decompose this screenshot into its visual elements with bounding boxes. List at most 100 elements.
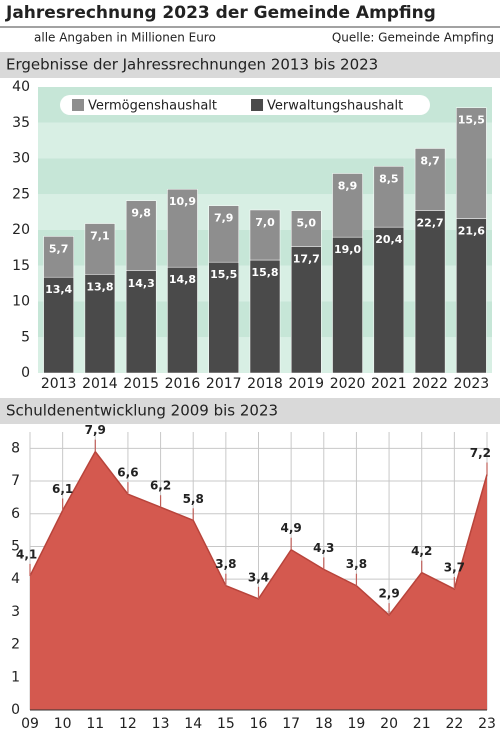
y-tick-label: 10	[12, 294, 30, 310]
data-label: 7,0	[255, 216, 275, 229]
x-tick-label: 2020	[330, 376, 366, 392]
chart-title: Ergebnisse der Jahressrechnungen 2013 bi…	[6, 56, 378, 74]
x-tick-label: 17	[282, 716, 300, 732]
bar-segment	[84, 223, 116, 275]
y-tick-label: 0	[11, 702, 20, 718]
chart-title: Schuldenentwicklung 2009 bis 2023	[6, 402, 278, 420]
data-label: 20,4	[375, 233, 402, 246]
bar-segment	[332, 236, 363, 374]
data-label: 3,8	[346, 557, 367, 571]
bar-segment	[167, 188, 198, 268]
data-label: 14,3	[128, 277, 155, 290]
legend-label: Vermögenshaushalt	[88, 99, 217, 114]
data-label: 14,8	[169, 273, 196, 286]
bar-segment	[167, 266, 198, 374]
data-label: 6,1	[52, 482, 73, 496]
data-label: 21,6	[458, 225, 485, 238]
legend-label: Verwaltungshaushalt	[267, 99, 403, 114]
x-tick-label: 11	[86, 716, 104, 732]
legend-swatch	[72, 99, 84, 111]
x-tick-label: 21	[413, 716, 431, 732]
bar-segment	[208, 261, 239, 374]
data-label: 10,9	[169, 195, 196, 208]
source: Quelle: Gemeinde Ampfing	[332, 31, 494, 45]
bar-segment	[456, 218, 487, 374]
x-tick-label: 20	[380, 716, 398, 732]
x-tick-label: 2013	[41, 376, 77, 392]
data-label: 2,9	[378, 587, 399, 601]
legend-box	[60, 95, 430, 115]
bar-segment	[332, 173, 363, 238]
data-label: 15,5	[210, 268, 237, 281]
data-label: 6,6	[117, 466, 138, 480]
y-tick-label: 30	[12, 151, 30, 167]
data-label: 9,8	[131, 207, 151, 220]
x-tick-label: 2017	[206, 376, 242, 392]
section-header	[0, 398, 500, 424]
data-label: 6,2	[150, 479, 171, 493]
bar-segment	[43, 236, 74, 278]
y-tick-label: 4	[11, 571, 20, 587]
data-label: 8,5	[379, 172, 399, 185]
bar-segment	[84, 274, 116, 374]
bar-segment	[291, 246, 322, 374]
y-tick-label: 0	[21, 365, 30, 381]
bar-segment	[373, 166, 405, 228]
x-tick-label: 22	[445, 716, 463, 732]
y-tick-label: 1	[11, 669, 20, 685]
bar-segment	[249, 259, 281, 374]
x-tick-label: 12	[119, 716, 137, 732]
data-label: 7,2	[470, 446, 491, 460]
data-label: 3,4	[248, 570, 269, 584]
x-tick-label: 2014	[82, 376, 118, 392]
bar-segment	[456, 107, 487, 219]
data-label: 3,7	[444, 560, 465, 574]
data-label: 8,9	[338, 180, 358, 193]
data-label: 15,5	[458, 114, 485, 127]
y-tick-label: 6	[11, 506, 20, 522]
x-tick-label: 2023	[454, 376, 490, 392]
data-label: 7,1	[90, 230, 110, 243]
data-label: 7,9	[85, 423, 106, 437]
x-tick-label: 2018	[247, 376, 283, 392]
x-tick-label: 2022	[412, 376, 448, 392]
data-label: 5,8	[183, 492, 204, 506]
bar-segment	[291, 210, 322, 247]
x-tick-label: 2016	[165, 376, 201, 392]
data-label: 7,9	[214, 212, 234, 225]
x-tick-label: 09	[21, 716, 39, 732]
y-tick-label: 5	[21, 329, 30, 345]
bar-segment	[414, 210, 446, 374]
y-tick-label: 25	[12, 186, 30, 202]
y-tick-label: 35	[12, 115, 30, 131]
bar-segment	[414, 148, 446, 211]
y-tick-label: 40	[12, 79, 30, 95]
data-label: 4,3	[313, 541, 334, 555]
bar-segment	[208, 205, 239, 263]
x-tick-label: 18	[315, 716, 333, 732]
data-label: 4,2	[411, 544, 432, 558]
x-tick-label: 14	[184, 716, 202, 732]
area	[30, 451, 487, 710]
legend-swatch	[251, 99, 264, 111]
y-tick-label: 3	[11, 604, 20, 620]
x-tick-label: 13	[152, 716, 170, 732]
data-label: 22,7	[417, 217, 444, 230]
x-tick-label: 10	[54, 716, 72, 732]
x-tick-label: 23	[478, 716, 496, 732]
bar-segment	[373, 226, 405, 374]
y-tick-label: 20	[12, 222, 30, 238]
y-tick-label: 7	[11, 473, 20, 489]
data-label: 3,8	[215, 557, 236, 571]
bar-segment	[125, 270, 157, 374]
data-label: 13,4	[45, 283, 72, 296]
y-tick-label: 15	[12, 258, 30, 274]
x-tick-label: 2021	[371, 376, 407, 392]
x-tick-label: 15	[217, 716, 235, 732]
data-label: 4,1	[16, 547, 37, 561]
data-label: 15,8	[251, 266, 278, 279]
data-label: 17,7	[293, 252, 320, 265]
data-label: 19,0	[334, 243, 361, 256]
data-label: 8,7	[420, 154, 440, 167]
